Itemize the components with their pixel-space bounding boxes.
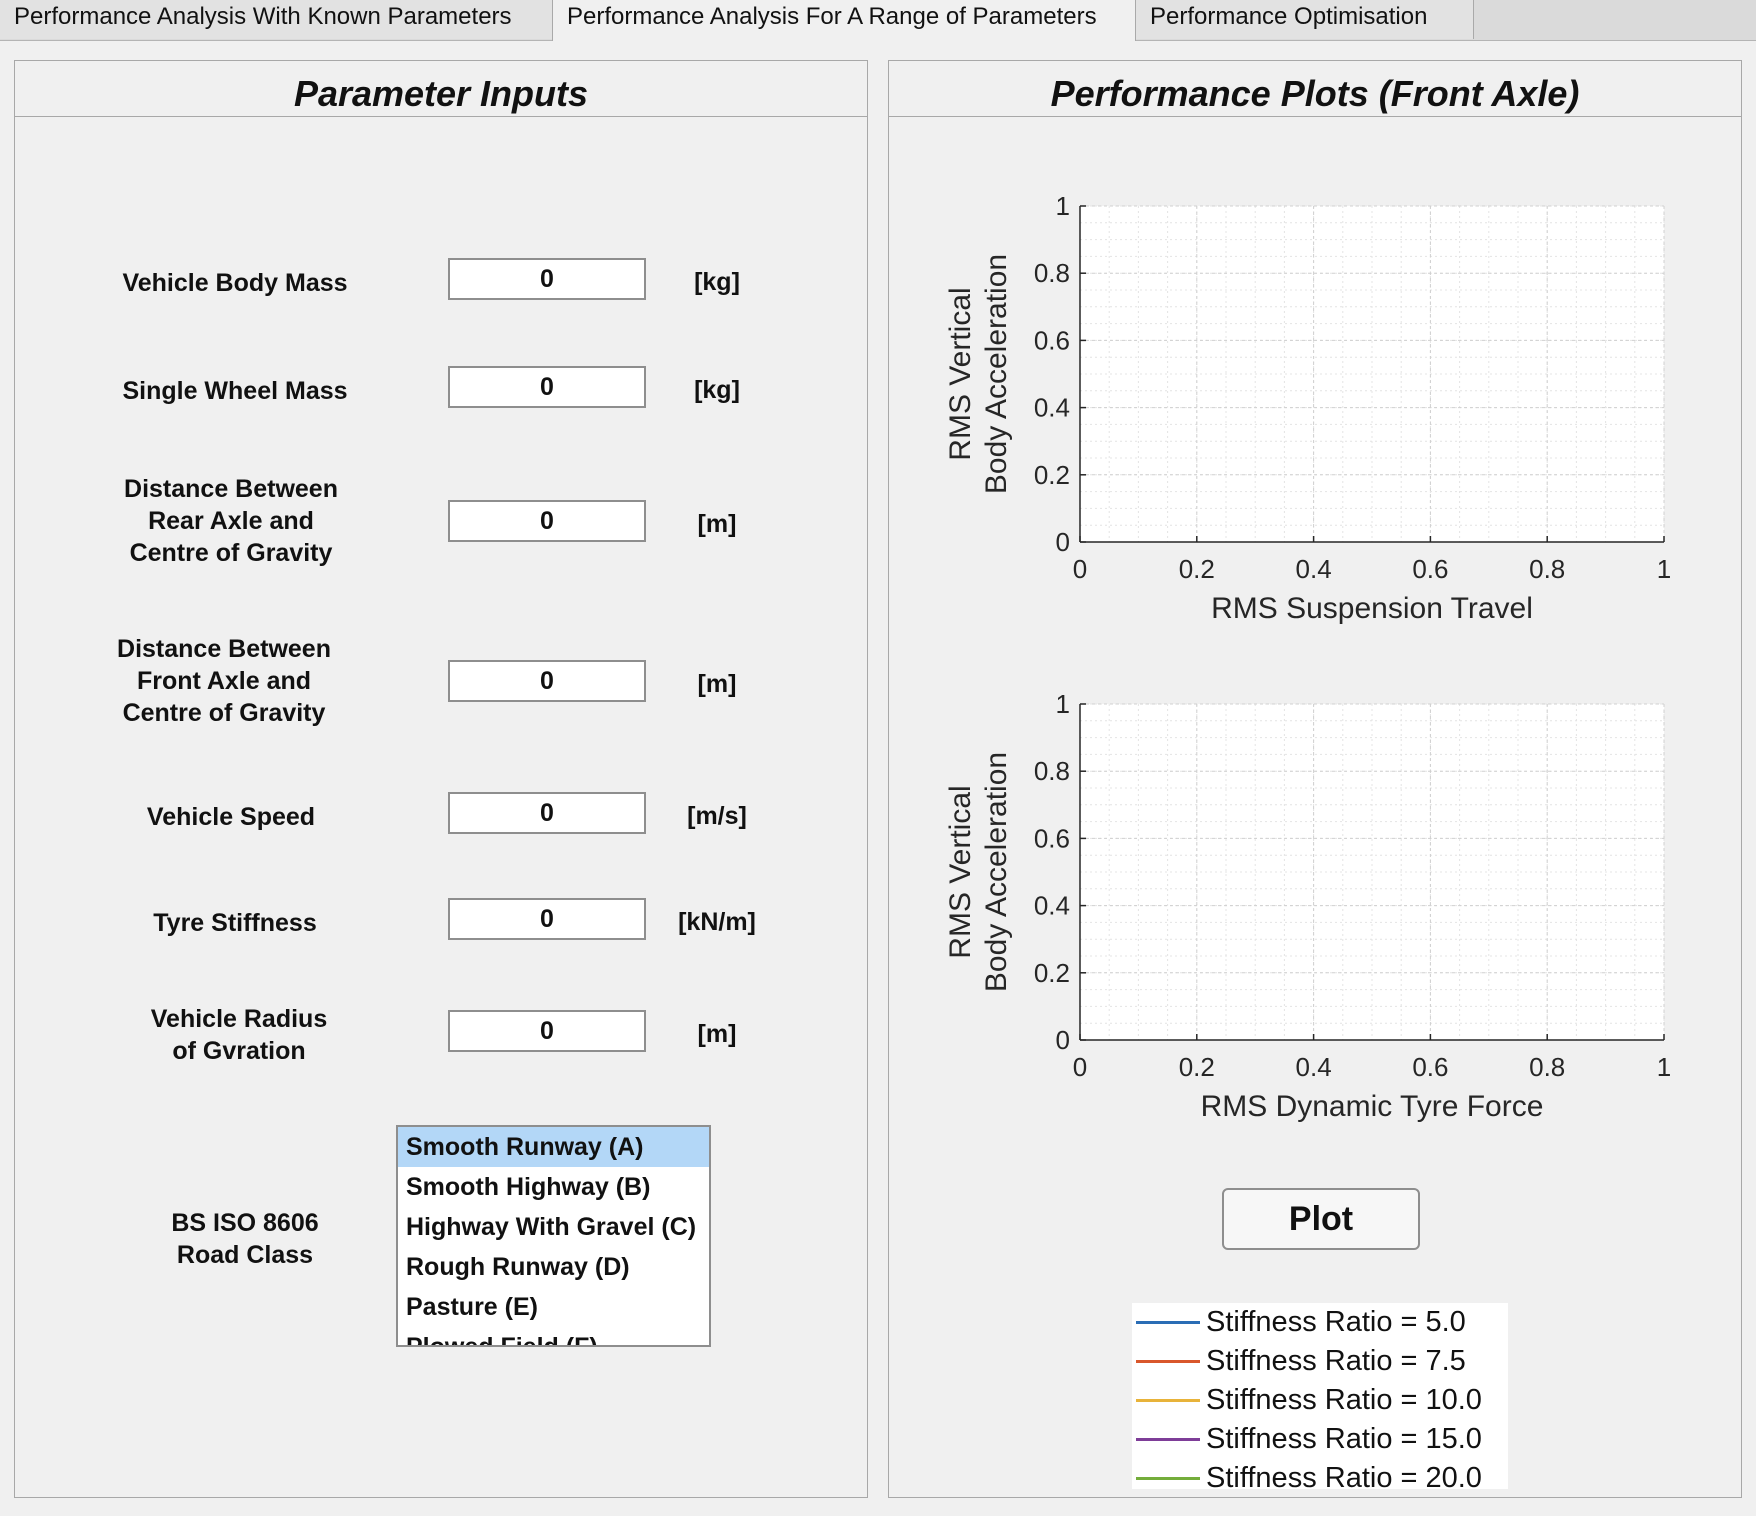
performance-plots-panel: Performance Plots (Front Axle) bbox=[888, 60, 1742, 1498]
y-tick-label: 0.4 bbox=[1034, 891, 1070, 921]
y-tick-label: 1 bbox=[1056, 689, 1070, 719]
legend-line bbox=[1136, 1360, 1200, 1363]
road-class-option[interactable]: Pasture (E) bbox=[406, 1293, 538, 1321]
legend-label: Stiffness Ratio = 15.0 bbox=[1206, 1423, 1482, 1455]
tab-known-parameters[interactable]: Performance Analysis With Known Paramete… bbox=[0, 0, 553, 39]
rear-axle-distance-label: Distance Between Rear Axle and Centre of… bbox=[124, 475, 338, 567]
y-axis-label: Body Acceleration bbox=[980, 752, 1013, 992]
legend-label: Stiffness Ratio = 5.0 bbox=[1206, 1306, 1466, 1338]
y-tick-label: 0 bbox=[1056, 527, 1070, 557]
road-class-option[interactable]: Highway With Gravel (C) bbox=[406, 1213, 697, 1241]
x-tick-label: 0.2 bbox=[1179, 1052, 1215, 1082]
tab-performance-optimisation[interactable]: Performance Optimisation bbox=[1136, 0, 1474, 39]
y-axis-label: RMS Vertical bbox=[944, 785, 977, 958]
x-tick-label: 0.8 bbox=[1529, 1052, 1565, 1082]
radius-of-gyration-input[interactable] bbox=[448, 1010, 646, 1052]
tyre-stiffness-unit: [kN/m] bbox=[678, 908, 756, 936]
tyre-stiffness-input[interactable] bbox=[448, 898, 646, 940]
suspension-travel-plot[interactable]: 0 0.2 0.4 0.6 0.8 1 0 0.2 0.4 0.6 0.8 1 RMS Suspensi… bbox=[940, 180, 1680, 640]
legend-item: Stiffness Ratio = 10.0 bbox=[1132, 1381, 1508, 1419]
y-tick-label: 0.8 bbox=[1034, 258, 1070, 288]
panel-title: Parameter Inputs bbox=[15, 61, 867, 117]
road-class-label: BS ISO 8606 Road Class bbox=[171, 1209, 319, 1269]
x-tick-label: 0 bbox=[1073, 554, 1087, 584]
panel-title: Performance Plots (Front Axle) bbox=[889, 61, 1741, 117]
legend-line bbox=[1136, 1477, 1200, 1480]
vehicle-speed-unit: [m/s] bbox=[687, 802, 747, 830]
front-axle-distance-unit: [m] bbox=[697, 670, 737, 698]
y-tick-label: 0 bbox=[1056, 1025, 1070, 1055]
x-tick-label: 0.6 bbox=[1412, 554, 1448, 584]
legend-item: Stiffness Ratio = 15.0 bbox=[1132, 1420, 1508, 1458]
y-axis-label: RMS Vertical bbox=[944, 287, 977, 460]
road-class-option[interactable]: Rough Runway (D) bbox=[406, 1253, 630, 1281]
vehicle-body-mass-unit: [kg] bbox=[694, 268, 740, 296]
road-class-option[interactable]: Plowed Field (F) bbox=[406, 1333, 598, 1347]
tyre-stiffness-label: Tyre Stiffness bbox=[153, 909, 317, 937]
x-tick-label: 0.4 bbox=[1296, 554, 1332, 584]
legend-line bbox=[1136, 1438, 1200, 1441]
legend-item: Stiffness Ratio = 7.5 bbox=[1132, 1342, 1508, 1380]
road-class-option[interactable]: Smooth Highway (B) bbox=[406, 1173, 651, 1201]
front-axle-distance-label: Distance Between Front Axle and Centre o… bbox=[117, 635, 331, 727]
dynamic-tyre-force-plot[interactable]: 0 0.2 0.4 0.6 0.8 1 0 0.2 0.4 0.6 0.8 1 RMS Dynamic … bbox=[940, 678, 1680, 1138]
y-tick-label: 0.2 bbox=[1034, 460, 1070, 490]
y-tick-label: 1 bbox=[1056, 191, 1070, 221]
x-tick-label: 1 bbox=[1657, 554, 1671, 584]
x-tick-label: 0.8 bbox=[1529, 554, 1565, 584]
legend-item: Stiffness Ratio = 5.0 bbox=[1132, 1303, 1508, 1341]
x-tick-label: 0.6 bbox=[1412, 1052, 1448, 1082]
legend-label: Stiffness Ratio = 10.0 bbox=[1206, 1384, 1482, 1416]
y-tick-label: 0.4 bbox=[1034, 393, 1070, 423]
rear-axle-distance-unit: [m] bbox=[697, 510, 737, 538]
single-wheel-mass-label: Single Wheel Mass bbox=[122, 377, 348, 405]
legend-item: Stiffness Ratio = 20.0 bbox=[1132, 1459, 1508, 1497]
vehicle-speed-label: Vehicle Speed bbox=[146, 803, 316, 831]
vehicle-speed-input[interactable] bbox=[448, 792, 646, 834]
vehicle-body-mass-label: Vehicle Body Mass bbox=[122, 269, 348, 297]
x-tick-label: 0 bbox=[1073, 1052, 1087, 1082]
x-tick-label: 1 bbox=[1657, 1052, 1671, 1082]
y-tick-label: 0.2 bbox=[1034, 958, 1070, 988]
radius-of-gyration-label: Vehicle Radius of Gvration bbox=[150, 1005, 328, 1065]
road-class-option[interactable]: Smooth Runway (A) bbox=[398, 1127, 709, 1167]
x-axis-label: RMS Dynamic Tyre Force bbox=[1201, 1090, 1544, 1123]
vehicle-body-mass-input[interactable] bbox=[448, 258, 646, 300]
plot-legend: Stiffness Ratio = 5.0 Stiffness Ratio = … bbox=[1132, 1303, 1508, 1494]
parameter-inputs-panel: Parameter Inputs bbox=[14, 60, 868, 1498]
legend-line bbox=[1136, 1399, 1200, 1402]
x-axis-label: RMS Suspension Travel bbox=[1211, 592, 1533, 625]
legend-line bbox=[1136, 1321, 1200, 1324]
plot-button[interactable]: Plot bbox=[1222, 1188, 1420, 1250]
rear-axle-distance-input[interactable] bbox=[448, 500, 646, 542]
y-tick-label: 0.6 bbox=[1034, 325, 1070, 355]
x-tick-label: 0.2 bbox=[1179, 554, 1215, 584]
x-tick-label: 0.4 bbox=[1296, 1052, 1332, 1082]
y-tick-label: 0.8 bbox=[1034, 756, 1070, 786]
road-class-listbox[interactable]: Smooth Runway (A) Smooth Highway (B) Hig… bbox=[396, 1125, 711, 1347]
radius-of-gyration-unit: [m] bbox=[697, 1020, 737, 1048]
single-wheel-mass-unit: [kg] bbox=[694, 376, 740, 404]
legend-label: Stiffness Ratio = 20.0 bbox=[1206, 1462, 1482, 1494]
single-wheel-mass-input[interactable] bbox=[448, 366, 646, 408]
tab-range-of-parameters[interactable]: Performance Analysis For A Range of Para… bbox=[552, 0, 1136, 41]
front-axle-distance-input[interactable] bbox=[448, 660, 646, 702]
y-tick-label: 0.6 bbox=[1034, 823, 1070, 853]
y-axis-label: Body Acceleration bbox=[980, 254, 1013, 494]
legend-label: Stiffness Ratio = 7.5 bbox=[1206, 1345, 1466, 1377]
tab-bar: Performance Analysis With Known Paramete… bbox=[0, 0, 1756, 41]
